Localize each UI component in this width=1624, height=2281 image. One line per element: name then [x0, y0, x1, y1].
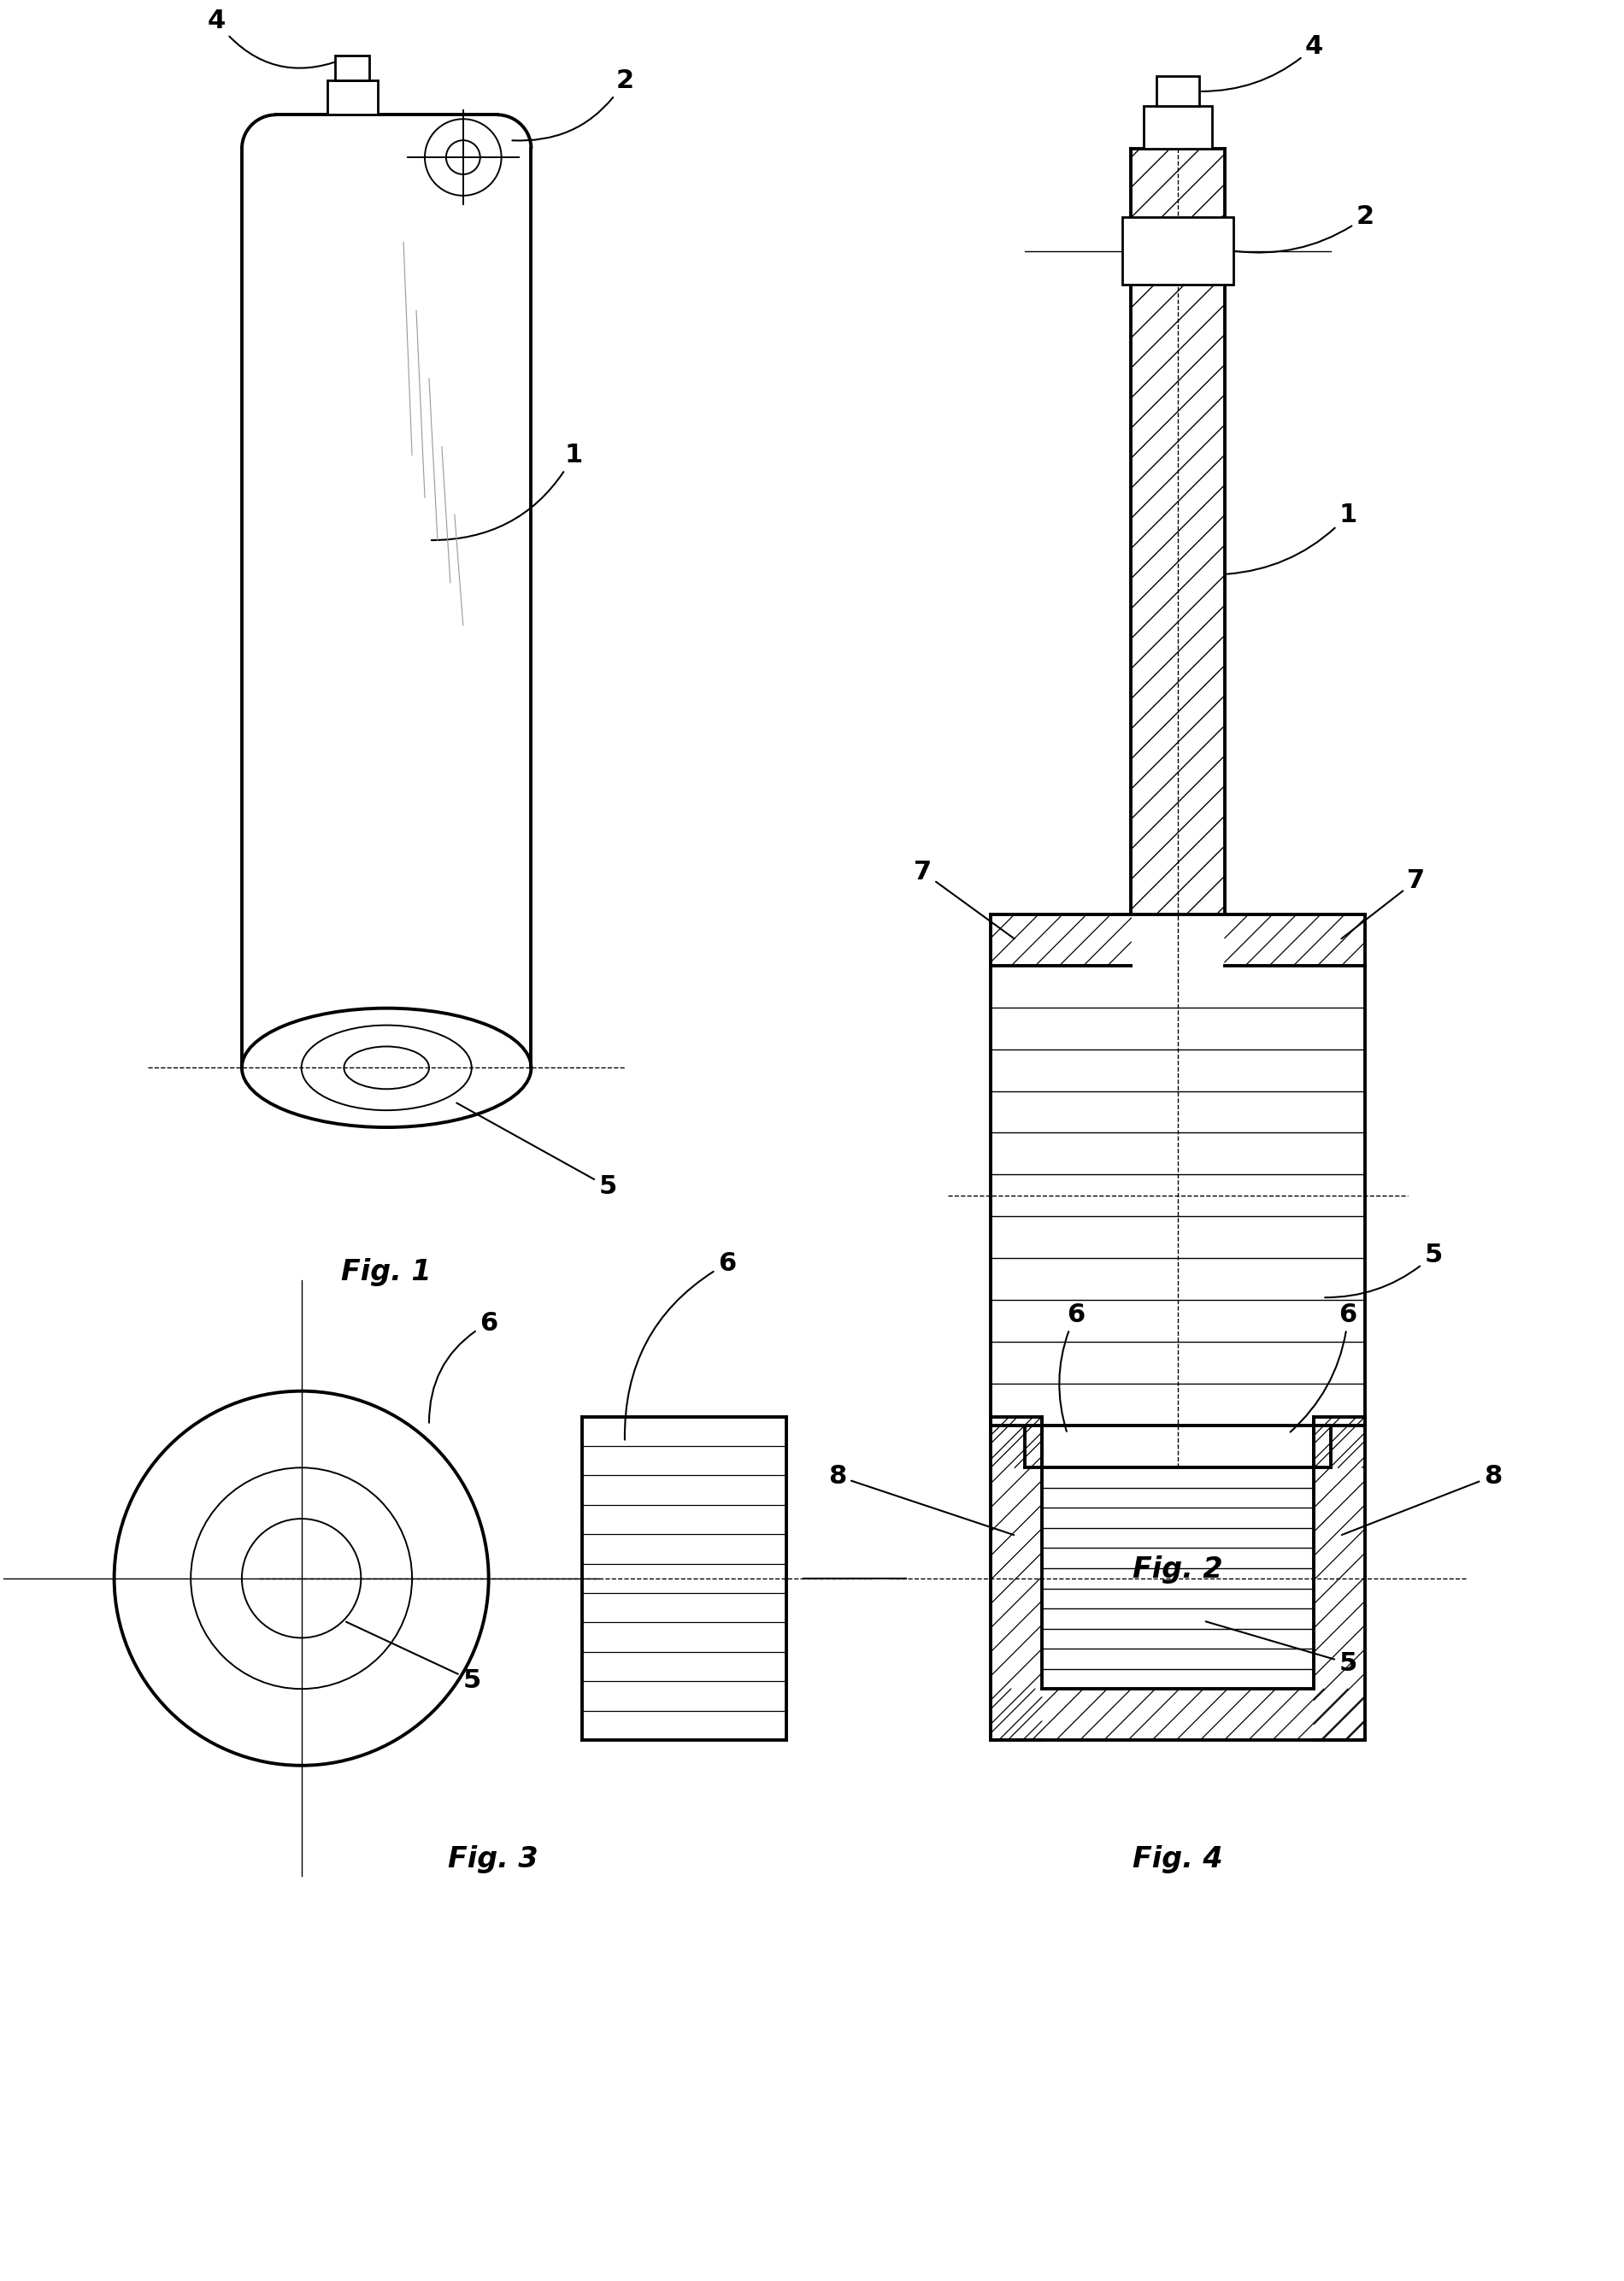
Text: 6: 6 — [1291, 1302, 1358, 1432]
Bar — [336, 55, 370, 80]
Text: Fig. 1: Fig. 1 — [341, 1257, 432, 1286]
Text: 8: 8 — [1341, 1464, 1502, 1535]
Bar — [326, 80, 378, 114]
Text: 5: 5 — [1325, 1243, 1442, 1298]
Text: 1: 1 — [432, 443, 583, 541]
Text: 4: 4 — [1202, 34, 1324, 91]
Text: 1: 1 — [1228, 502, 1358, 575]
Text: Fig. 3: Fig. 3 — [448, 1845, 538, 1873]
Text: Fig. 4: Fig. 4 — [1134, 1845, 1223, 1873]
Bar — [1143, 107, 1212, 148]
Text: 5: 5 — [456, 1104, 617, 1200]
Text: 2: 2 — [1236, 205, 1374, 253]
Text: 7: 7 — [1341, 869, 1426, 940]
Text: 4: 4 — [208, 9, 351, 68]
Bar — [1156, 78, 1199, 107]
Text: Fig. 2: Fig. 2 — [1134, 1556, 1223, 1583]
Text: 6: 6 — [1059, 1302, 1085, 1432]
Text: 8: 8 — [828, 1464, 1013, 1535]
Text: 7: 7 — [914, 860, 1015, 940]
Text: 2: 2 — [512, 68, 633, 141]
Text: 6: 6 — [625, 1250, 736, 1439]
Bar — [1122, 217, 1233, 285]
Text: 6: 6 — [429, 1312, 497, 1423]
Text: 5: 5 — [346, 1622, 481, 1693]
Text: 5: 5 — [1205, 1622, 1358, 1677]
